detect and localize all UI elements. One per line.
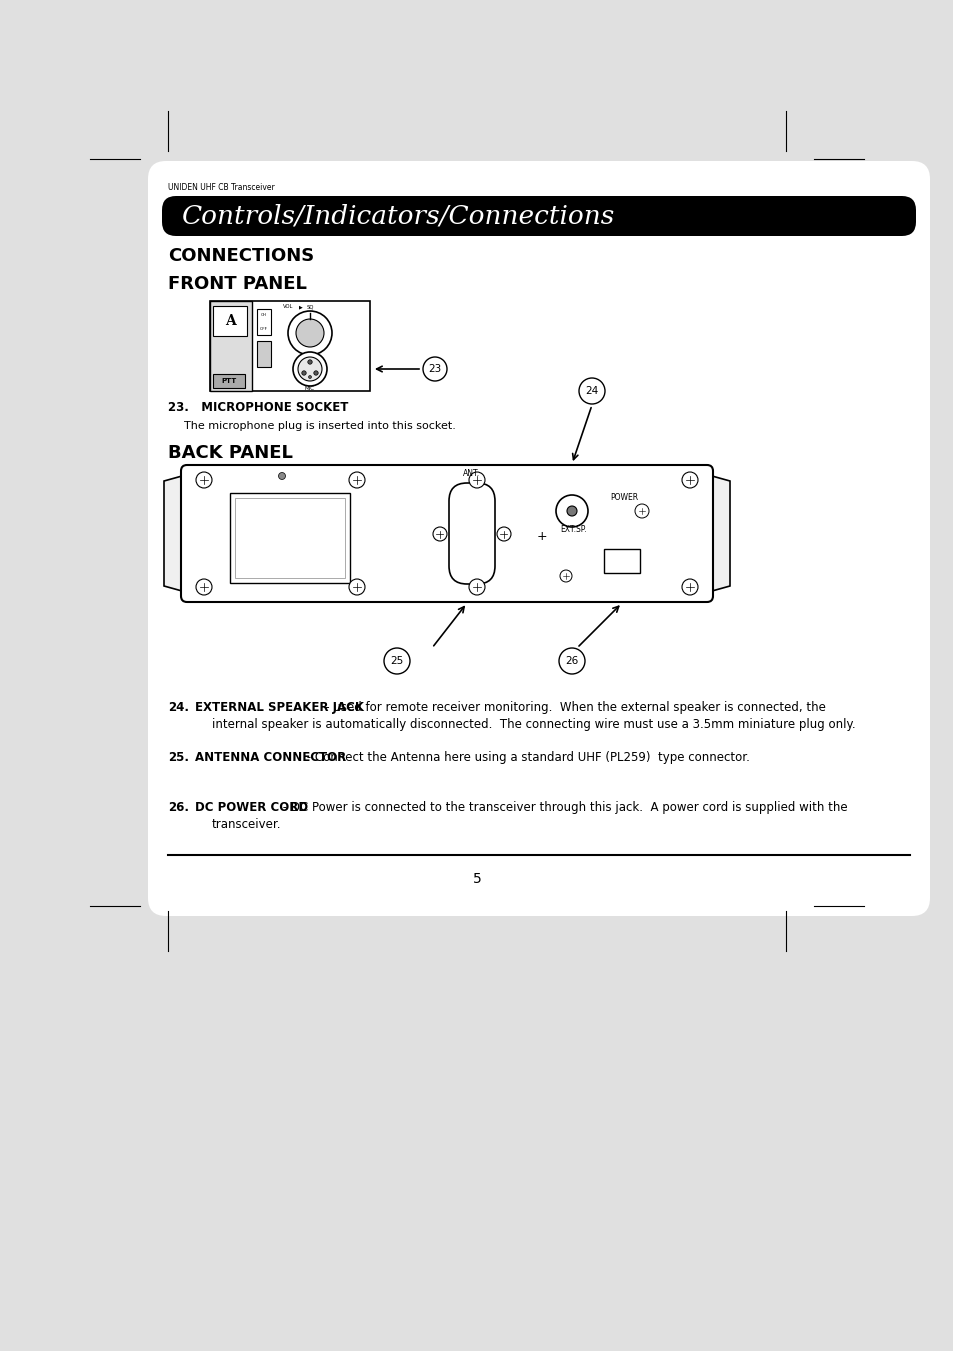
Text: The microphone plug is inserted into this socket.: The microphone plug is inserted into thi… xyxy=(184,422,456,431)
Text: 24.: 24. xyxy=(168,701,189,713)
Polygon shape xyxy=(711,476,729,590)
Circle shape xyxy=(681,471,698,488)
Circle shape xyxy=(635,504,648,517)
Text: internal speaker is automatically disconnected.  The connecting wire must use a : internal speaker is automatically discon… xyxy=(212,717,855,731)
Circle shape xyxy=(297,357,322,381)
Text: - DC Power is connected to the transceiver through this jack.  A power cord is s: - DC Power is connected to the transceiv… xyxy=(278,801,846,815)
Text: A: A xyxy=(224,313,235,328)
Text: EXT.SP.: EXT.SP. xyxy=(560,524,587,534)
Circle shape xyxy=(578,378,604,404)
Circle shape xyxy=(469,471,484,488)
Text: – used for remote receiver monitoring.  When the external speaker is connected, : – used for remote receiver monitoring. W… xyxy=(319,701,825,713)
Bar xyxy=(234,499,345,578)
Circle shape xyxy=(293,353,327,386)
Text: VOL: VOL xyxy=(282,304,293,309)
Circle shape xyxy=(559,570,572,582)
Text: 23: 23 xyxy=(428,363,441,374)
Text: ANTENNA CONNECTOR: ANTENNA CONNECTOR xyxy=(194,751,346,765)
Bar xyxy=(603,549,639,573)
FancyBboxPatch shape xyxy=(181,465,712,603)
Circle shape xyxy=(469,580,484,594)
Circle shape xyxy=(288,311,332,355)
Text: BACK PANEL: BACK PANEL xyxy=(168,444,293,462)
Bar xyxy=(230,493,350,584)
Circle shape xyxy=(558,648,584,674)
Text: POWER: POWER xyxy=(609,493,638,503)
Circle shape xyxy=(433,527,447,540)
Bar xyxy=(256,309,271,335)
Text: transceiver.: transceiver. xyxy=(212,817,281,831)
Text: Controls/Indicators/Connections: Controls/Indicators/Connections xyxy=(182,204,615,228)
Circle shape xyxy=(301,370,306,376)
Text: - Connect the Antenna here using a standard UHF (PL259)  type connector.: - Connect the Antenna here using a stand… xyxy=(303,751,749,765)
Text: 26.: 26. xyxy=(168,801,189,815)
Circle shape xyxy=(314,370,318,376)
Circle shape xyxy=(384,648,410,674)
FancyBboxPatch shape xyxy=(148,161,929,916)
Bar xyxy=(213,374,245,388)
Text: OFF: OFF xyxy=(260,327,268,331)
Circle shape xyxy=(349,580,365,594)
FancyBboxPatch shape xyxy=(162,196,915,236)
Circle shape xyxy=(422,357,447,381)
Bar xyxy=(210,301,252,390)
Text: DC POWER CORD: DC POWER CORD xyxy=(194,801,308,815)
Circle shape xyxy=(308,376,312,378)
Circle shape xyxy=(195,471,212,488)
Text: 26: 26 xyxy=(565,657,578,666)
Text: UNIDEN UHF CB Transceiver: UNIDEN UHF CB Transceiver xyxy=(168,182,274,192)
Polygon shape xyxy=(164,476,182,590)
Text: 25: 25 xyxy=(390,657,403,666)
Circle shape xyxy=(556,494,587,527)
Text: 23.   MICROPHONE SOCKET: 23. MICROPHONE SOCKET xyxy=(168,401,348,413)
Circle shape xyxy=(681,580,698,594)
Circle shape xyxy=(566,507,577,516)
Circle shape xyxy=(349,471,365,488)
Text: 24: 24 xyxy=(585,386,598,396)
Text: EXTERNAL SPEAKER JACK: EXTERNAL SPEAKER JACK xyxy=(194,701,364,713)
Circle shape xyxy=(278,473,285,480)
Bar xyxy=(256,340,271,367)
FancyBboxPatch shape xyxy=(449,484,495,584)
FancyBboxPatch shape xyxy=(210,301,370,390)
Text: ANT.: ANT. xyxy=(463,470,480,478)
Text: ▶: ▶ xyxy=(299,304,302,309)
Bar xyxy=(213,305,247,336)
Text: 5: 5 xyxy=(472,871,481,886)
Text: 25.: 25. xyxy=(168,751,189,765)
Circle shape xyxy=(295,319,324,347)
Circle shape xyxy=(497,527,511,540)
Circle shape xyxy=(195,580,212,594)
Text: MIC: MIC xyxy=(305,385,314,390)
Text: +: + xyxy=(537,530,547,543)
Text: FRONT PANEL: FRONT PANEL xyxy=(168,276,307,293)
Text: SQ: SQ xyxy=(306,304,314,309)
Text: CONNECTIONS: CONNECTIONS xyxy=(168,247,314,265)
Text: PTT: PTT xyxy=(221,378,236,384)
Text: CH: CH xyxy=(261,313,267,317)
Circle shape xyxy=(308,359,312,365)
